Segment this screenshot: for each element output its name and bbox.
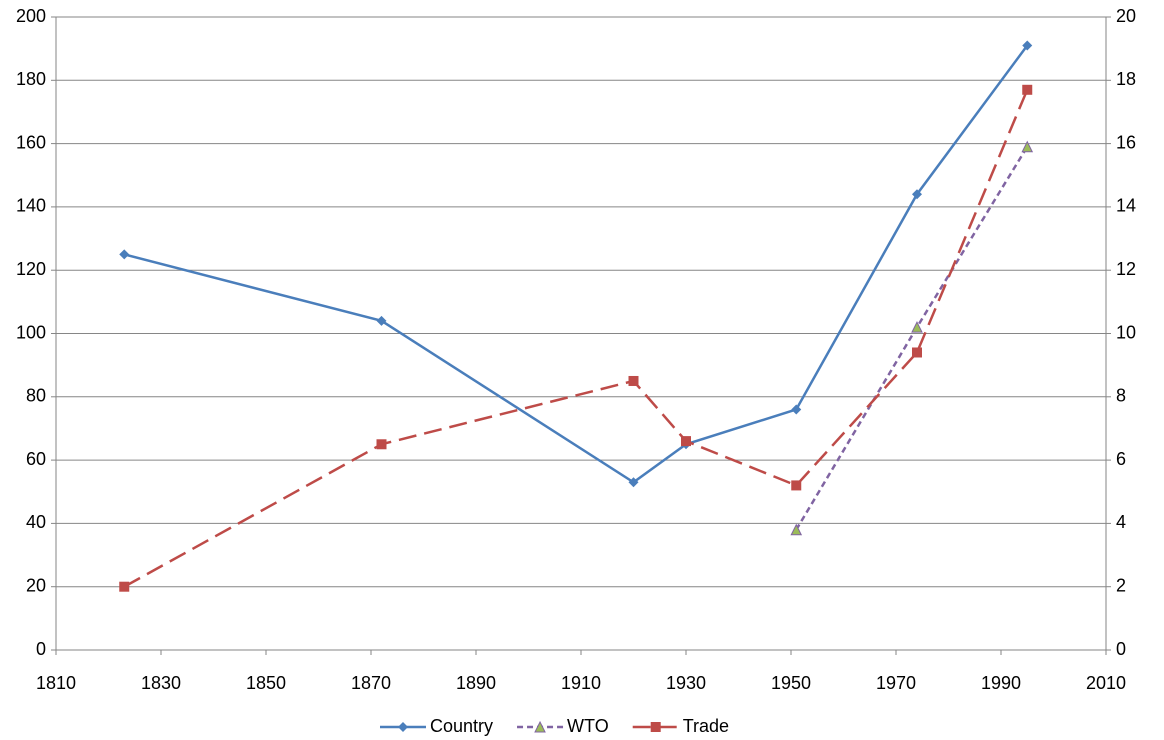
marker xyxy=(119,581,130,592)
y2-tick-label: 16 xyxy=(1116,132,1136,152)
legend-label: WTO xyxy=(567,716,609,736)
marker xyxy=(791,404,802,415)
y-tick-label: 160 xyxy=(16,132,46,152)
x-tick-label: 1970 xyxy=(876,673,916,693)
y2-tick-label: 4 xyxy=(1116,512,1126,532)
marker xyxy=(912,189,922,200)
y2-tick-label: 8 xyxy=(1116,386,1126,406)
y-tick-label: 180 xyxy=(16,69,46,89)
marker xyxy=(1021,140,1034,153)
marker xyxy=(1022,84,1033,95)
y-tick-label: 140 xyxy=(16,196,46,216)
y-tick-label: 100 xyxy=(16,322,46,342)
y-tick-label: 40 xyxy=(26,512,46,532)
y-tick-label: 120 xyxy=(16,259,46,279)
y2-tick-label: 20 xyxy=(1116,6,1136,26)
legend: Country WTO Trade xyxy=(380,716,729,736)
legend-marker xyxy=(534,720,546,733)
x-tick-label: 1890 xyxy=(456,673,496,693)
x-tick-label: 2010 xyxy=(1086,673,1126,693)
series-line xyxy=(123,89,1029,588)
x-tick-label: 1930 xyxy=(666,673,706,693)
series-line xyxy=(123,44,1029,484)
marker xyxy=(790,523,803,536)
legend-marker xyxy=(650,722,661,732)
y2-tick-label: 2 xyxy=(1116,575,1126,595)
y-tick-label: 60 xyxy=(26,449,46,469)
marker xyxy=(912,347,922,358)
x-tick-label: 1870 xyxy=(351,673,391,693)
marker xyxy=(376,439,387,450)
marker xyxy=(791,480,802,491)
marker xyxy=(1022,40,1033,51)
marker xyxy=(628,477,639,488)
marker xyxy=(911,321,923,333)
y2-tick-label: 14 xyxy=(1116,196,1136,216)
marker xyxy=(119,249,130,260)
y2-tick-label: 6 xyxy=(1116,449,1126,469)
x-tick-label: 1810 xyxy=(36,673,76,693)
legend-marker xyxy=(398,722,408,732)
y-tick-label: 200 xyxy=(16,6,46,26)
x-tick-label: 1910 xyxy=(561,673,601,693)
y-tick-label: 20 xyxy=(26,575,46,595)
marker xyxy=(376,315,387,326)
marker xyxy=(628,375,639,386)
y2-tick-label: 18 xyxy=(1116,69,1136,89)
x-tick-label: 1950 xyxy=(771,673,811,693)
legend-label: Country xyxy=(430,716,493,736)
x-tick-label: 1850 xyxy=(246,673,286,693)
marker xyxy=(681,436,691,447)
y-tick-label: 0 xyxy=(36,639,46,659)
x-tick-label: 1830 xyxy=(141,673,181,693)
y2-tick-label: 12 xyxy=(1116,259,1136,279)
y2-tick-label: 10 xyxy=(1116,322,1136,342)
x-tick-label: 1990 xyxy=(981,673,1021,693)
y-tick-label: 80 xyxy=(26,386,46,406)
y2-tick-label: 0 xyxy=(1116,639,1126,659)
legend-label: Trade xyxy=(683,716,729,736)
